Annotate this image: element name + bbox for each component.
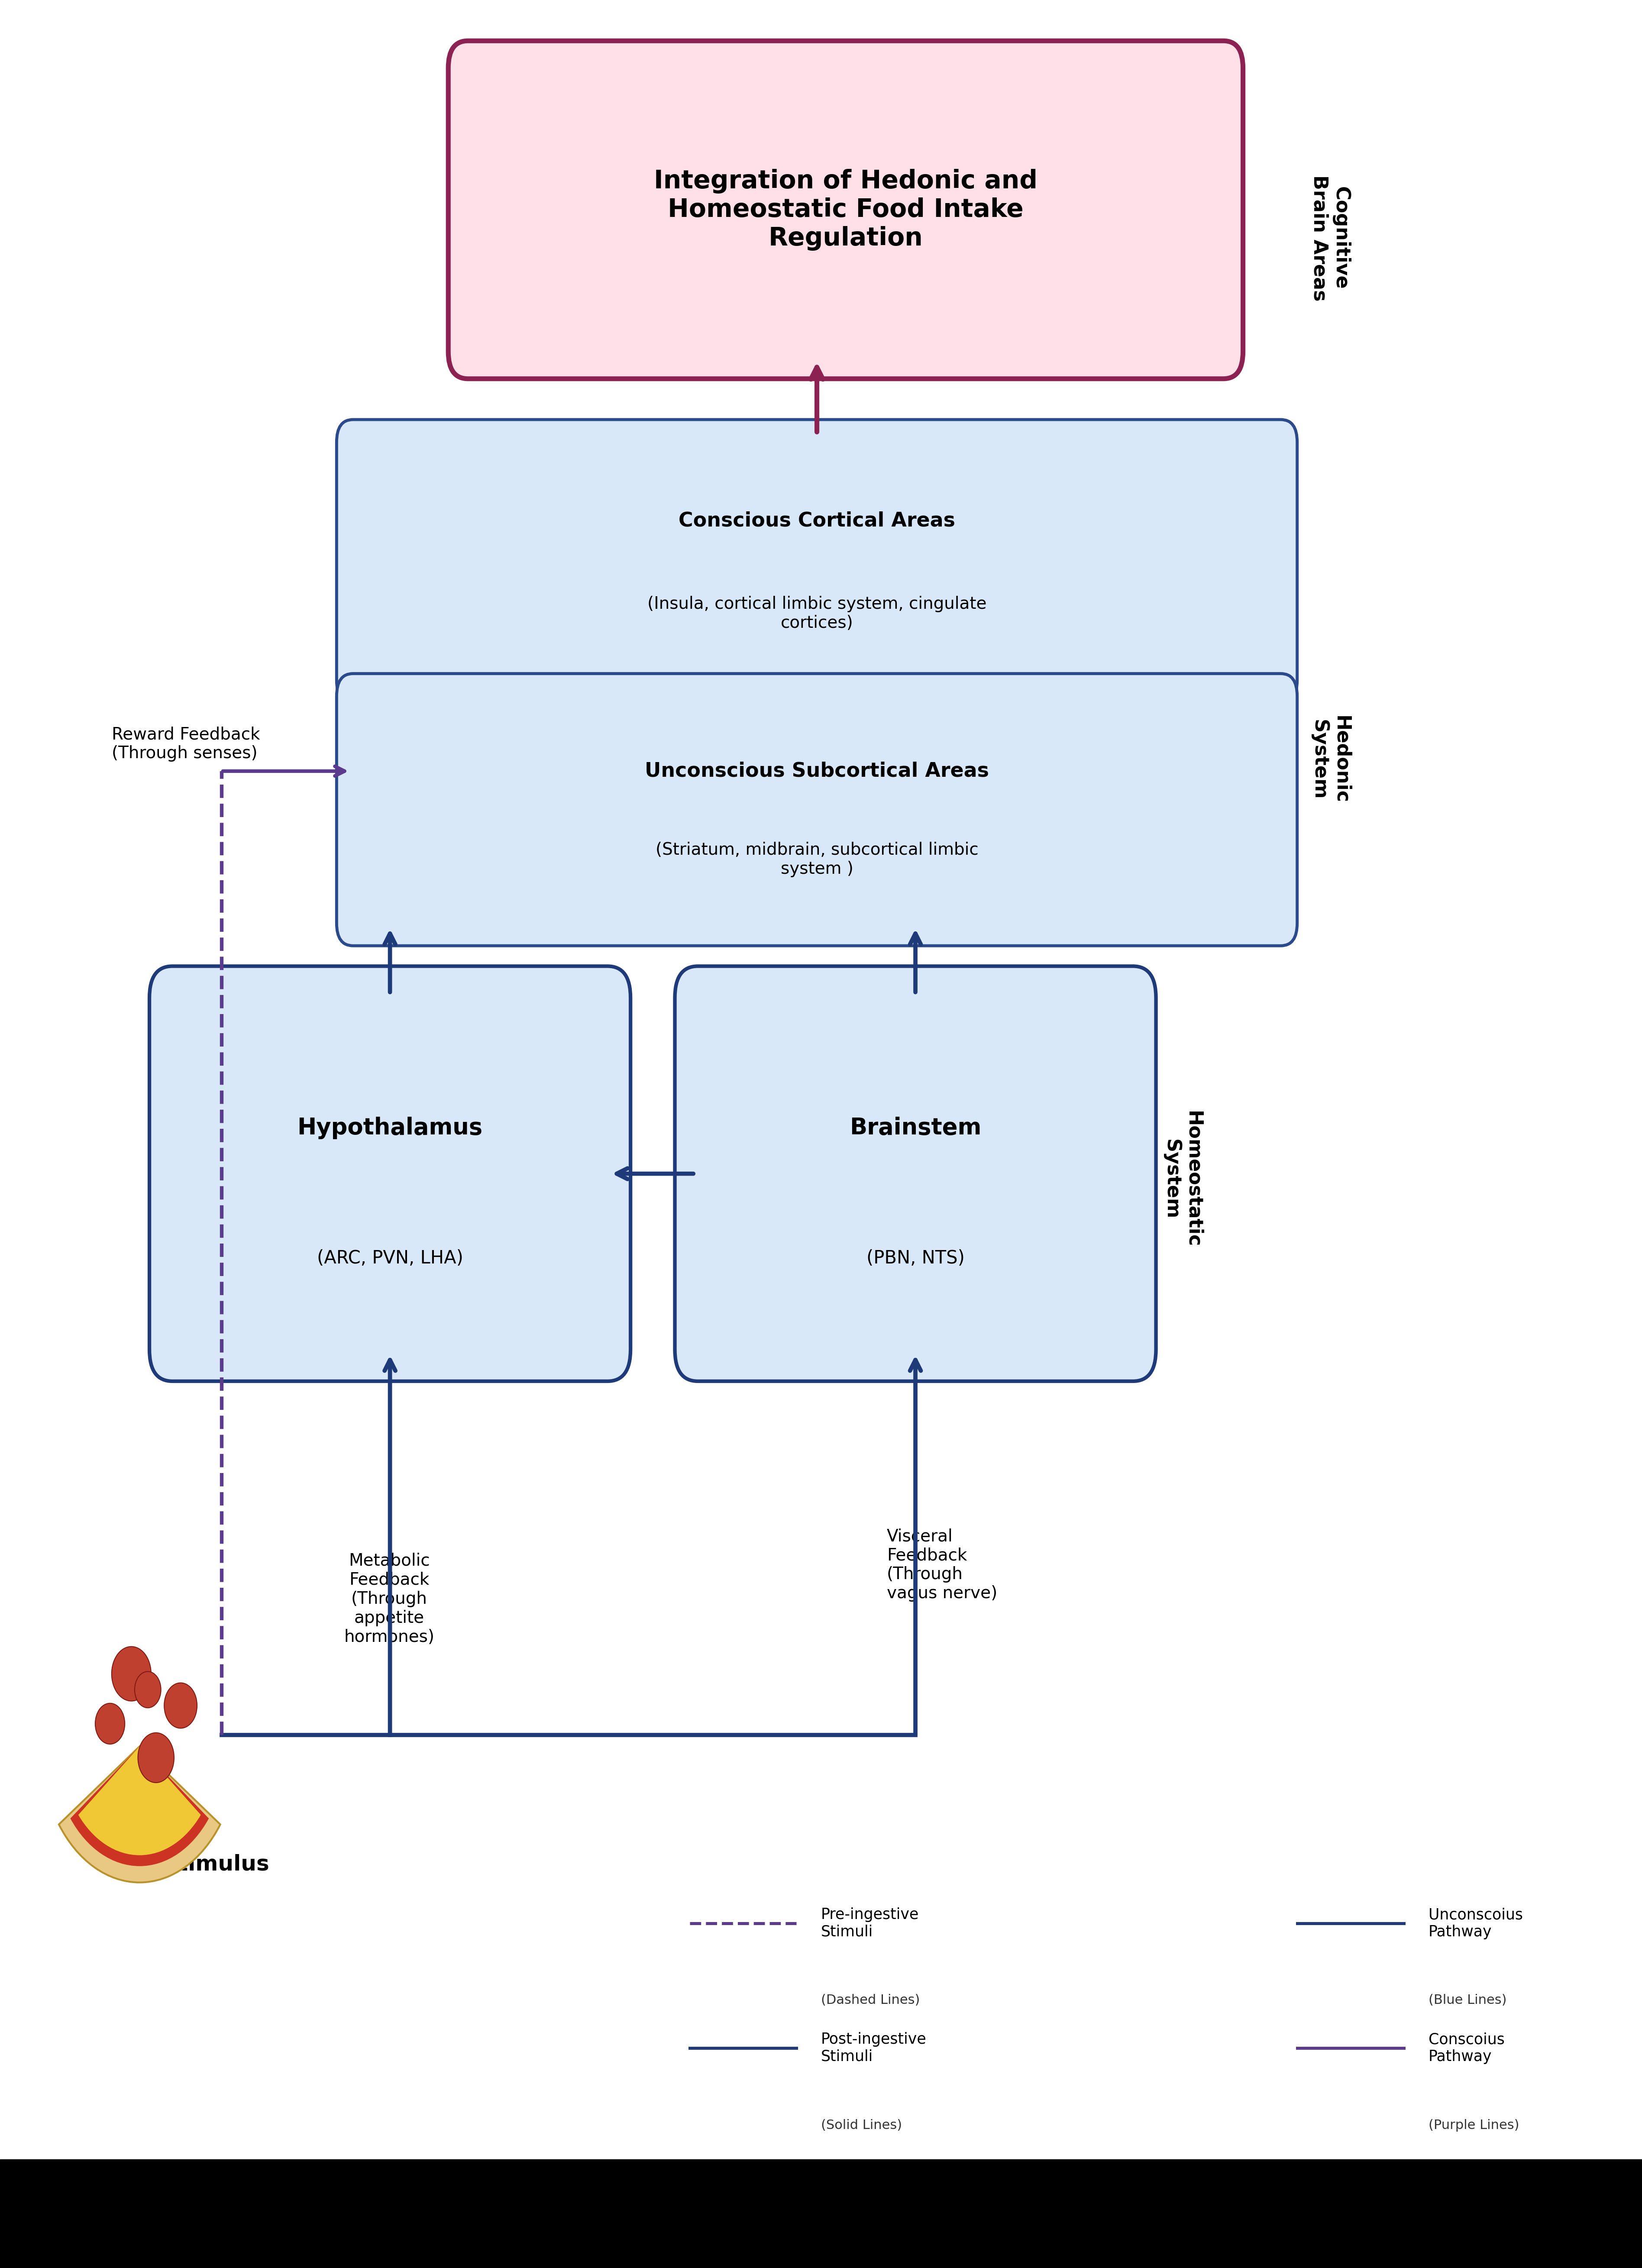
Text: Homeostatic
System: Homeostatic System: [1163, 1111, 1202, 1247]
Text: (Insula, cortical limbic system, cingulate
cortices): (Insula, cortical limbic system, cingula…: [647, 596, 987, 631]
Text: Integration of Hedonic and
Homeostatic Food Intake
Regulation: Integration of Hedonic and Homeostatic F…: [654, 168, 1038, 252]
FancyBboxPatch shape: [149, 966, 631, 1381]
Text: Pre-ingestive
Stimuli: Pre-ingestive Stimuli: [821, 1907, 920, 1939]
Text: (Dashed Lines): (Dashed Lines): [821, 1994, 920, 2007]
Text: Hypothalamus: Hypothalamus: [297, 1116, 483, 1139]
FancyBboxPatch shape: [337, 420, 1297, 703]
Text: Conscious Cortical Areas: Conscious Cortical Areas: [678, 510, 956, 531]
Text: Visceral
Feedback
(Through
vagus nerve): Visceral Feedback (Through vagus nerve): [887, 1529, 997, 1601]
Text: (ARC, PVN, LHA): (ARC, PVN, LHA): [317, 1250, 463, 1268]
Text: Food Stimulus: Food Stimulus: [95, 1853, 269, 1876]
FancyBboxPatch shape: [337, 674, 1297, 946]
Text: Hedonic
System: Hedonic System: [1310, 717, 1350, 803]
FancyBboxPatch shape: [675, 966, 1156, 1381]
Circle shape: [95, 1703, 125, 1744]
Circle shape: [164, 1683, 197, 1728]
Text: Unconscoius
Pathway: Unconscoius Pathway: [1429, 1907, 1522, 1939]
Text: (PBN, NTS): (PBN, NTS): [867, 1250, 964, 1268]
Text: Reward Feedback
(Through senses): Reward Feedback (Through senses): [112, 726, 259, 762]
Text: (Striatum, midbrain, subcortical limbic
system ): (Striatum, midbrain, subcortical limbic …: [655, 841, 979, 878]
Text: (Purple Lines): (Purple Lines): [1429, 2118, 1519, 2132]
Bar: [0, 2159, 1642, 2268]
Text: Conscoius
Pathway: Conscoius Pathway: [1429, 2032, 1504, 2064]
Circle shape: [135, 1672, 161, 1708]
Circle shape: [112, 1647, 151, 1701]
Text: (Solid Lines): (Solid Lines): [821, 2118, 901, 2132]
Wedge shape: [59, 1746, 220, 1882]
Text: Unconscious Subcortical Areas: Unconscious Subcortical Areas: [645, 762, 988, 780]
Text: Metabolic
Feedback
(Through
appetite
hormones): Metabolic Feedback (Through appetite hor…: [343, 1554, 435, 1644]
Text: (Blue Lines): (Blue Lines): [1429, 1994, 1507, 2007]
Text: Post-ingestive
Stimuli: Post-ingestive Stimuli: [821, 2032, 926, 2064]
Text: Cognitive
Brain Areas: Cognitive Brain Areas: [1310, 175, 1350, 302]
Wedge shape: [79, 1746, 200, 1855]
Text: Brainstem: Brainstem: [849, 1116, 982, 1139]
Circle shape: [138, 1733, 174, 1783]
Wedge shape: [71, 1746, 209, 1867]
FancyBboxPatch shape: [448, 41, 1243, 379]
